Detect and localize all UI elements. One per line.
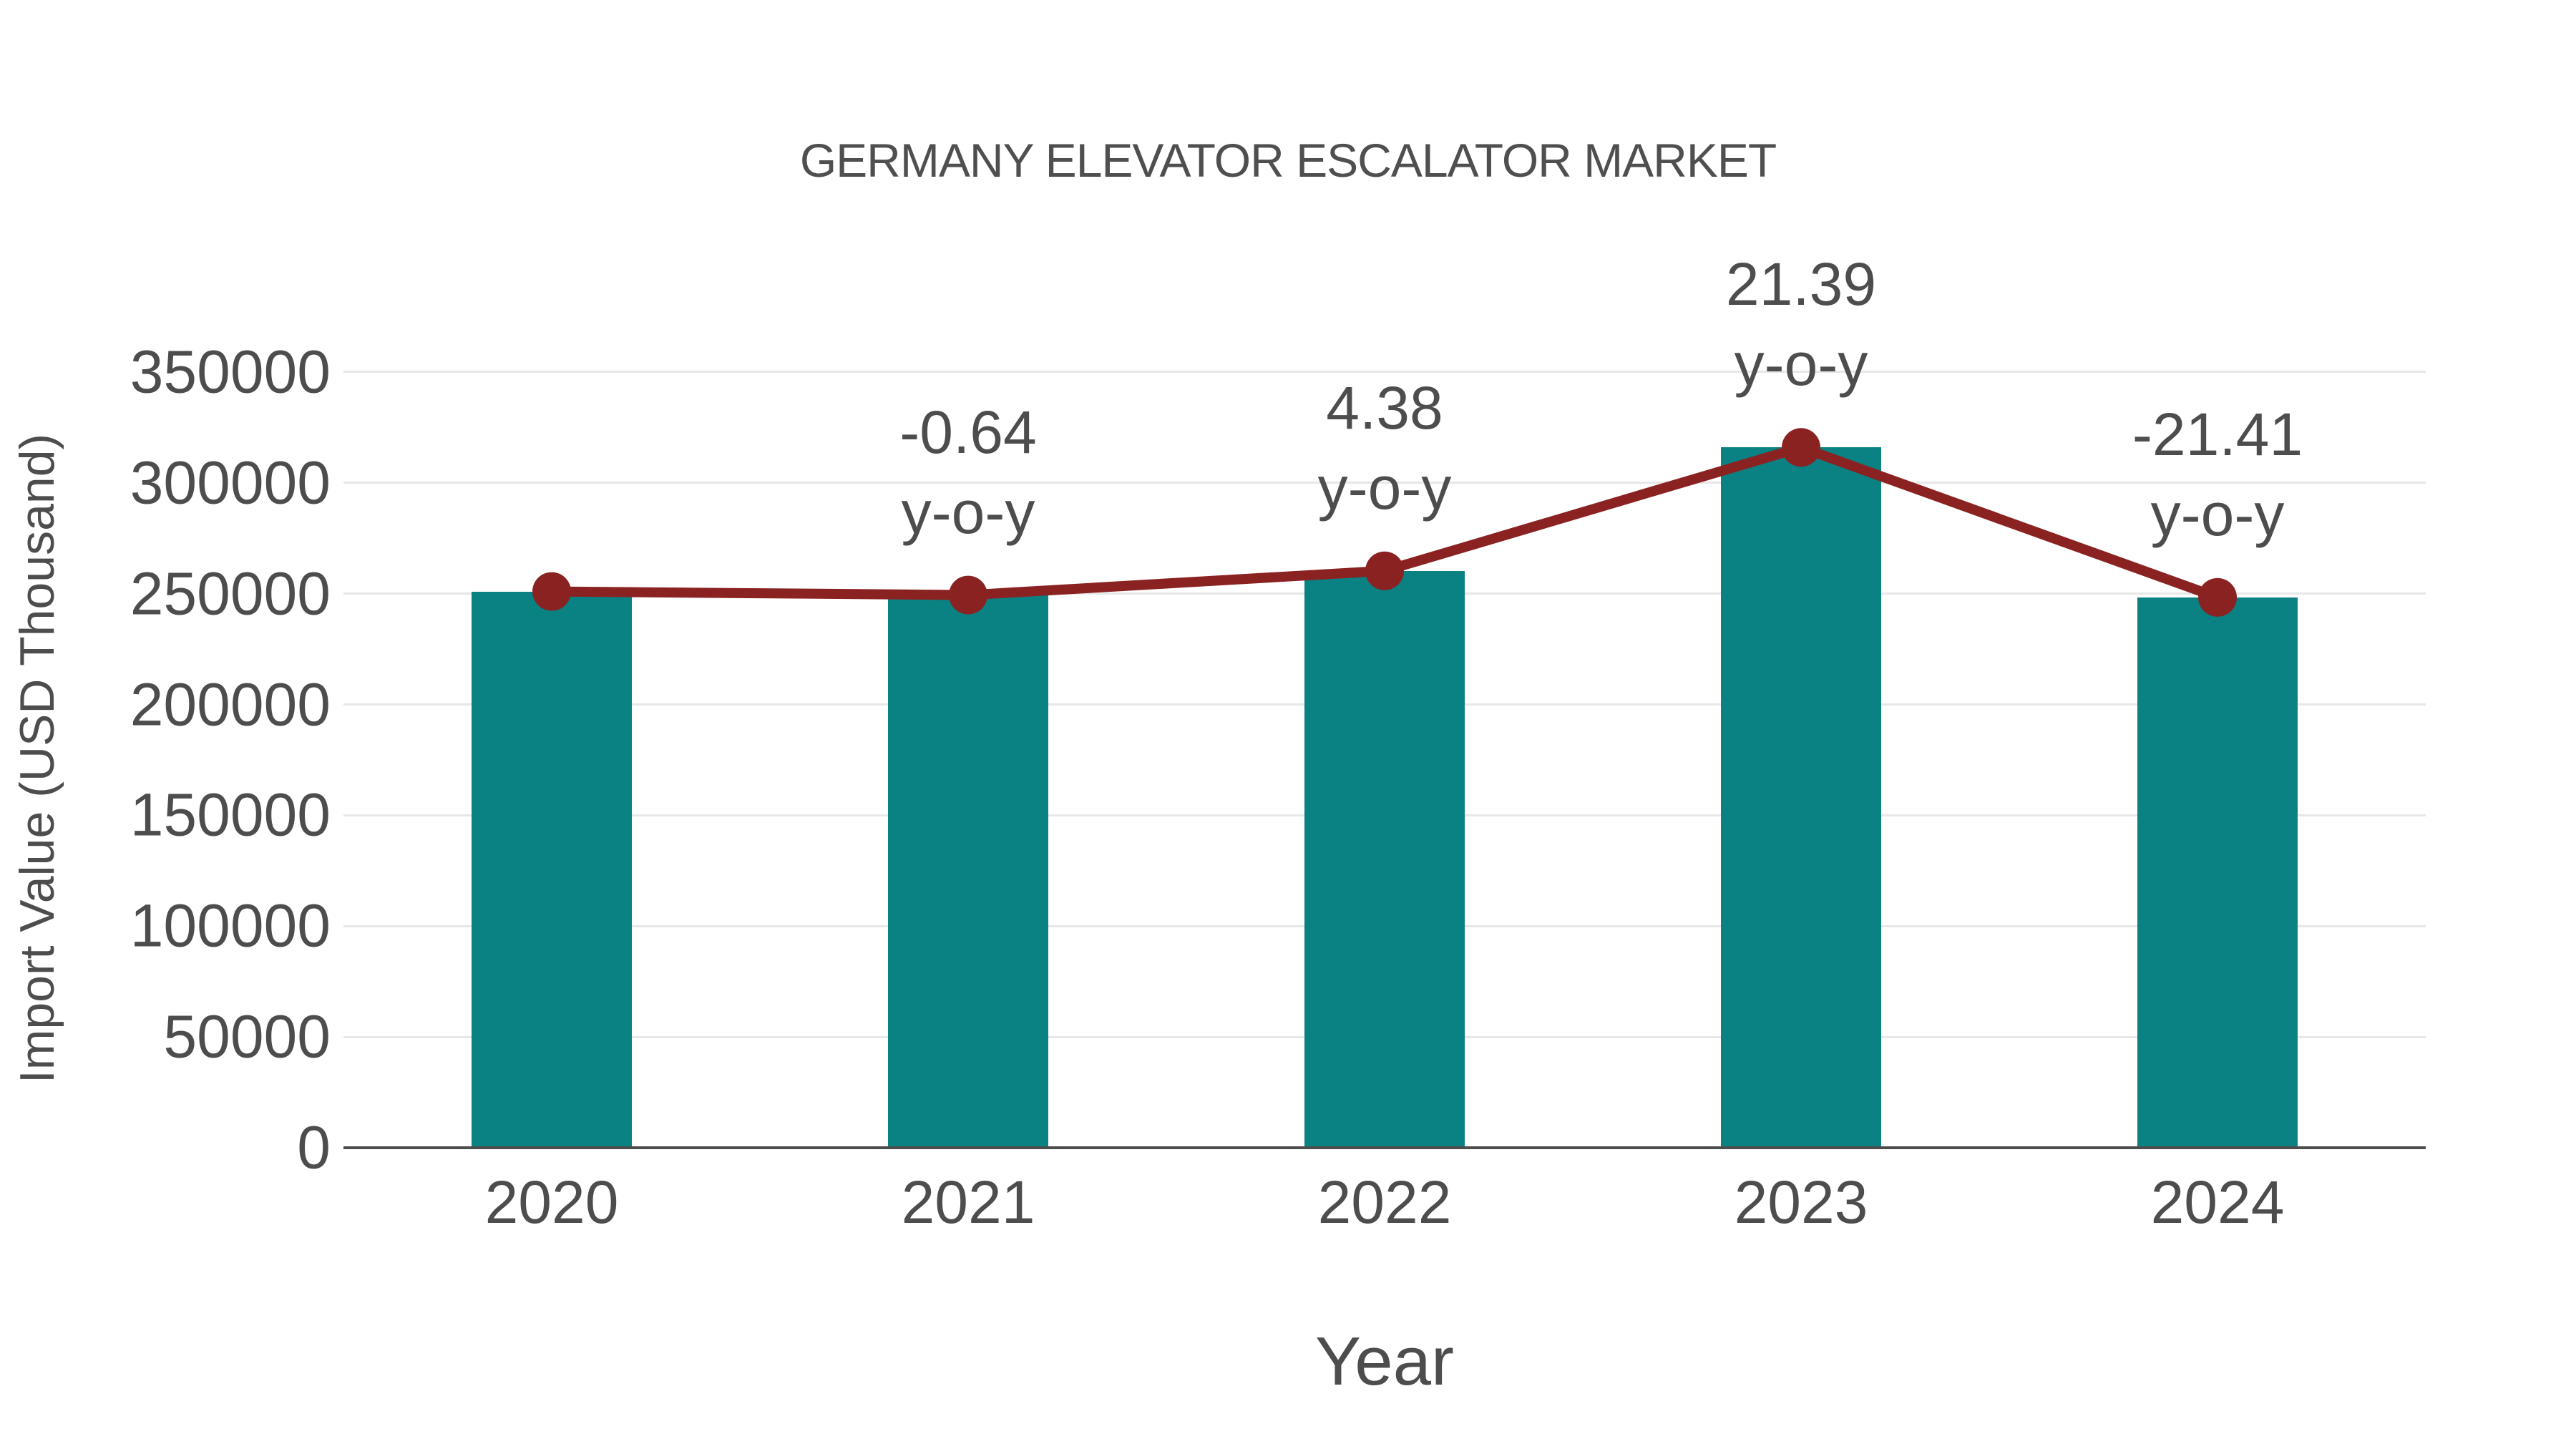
annotation-unit-2023: y-o-y <box>1734 331 1868 399</box>
annotation-unit-2022: y-o-y <box>1317 454 1452 522</box>
annotation-value-2021: -0.64 <box>899 398 1037 466</box>
y-tick-label-300000: 300000 <box>130 449 331 517</box>
x-tick-label-2021: 2021 <box>901 1169 1035 1236</box>
annotation-unit-2021: y-o-y <box>901 478 1035 546</box>
bar-2022 <box>1304 570 1465 1148</box>
chart-title: GERMANY ELEVATOR ESCALATOR MARKET <box>799 134 1777 187</box>
y-tick-label-150000: 150000 <box>130 781 331 849</box>
annotation-2022: 4.38 y-o-y <box>1318 368 1452 528</box>
bar-2021 <box>888 595 1048 1148</box>
gridline-350000 <box>343 371 2426 374</box>
annotation-2021: -0.64 y-o-y <box>899 392 1036 552</box>
y-tick-label-250000: 250000 <box>130 560 331 628</box>
annotation-unit-2024: y-o-y <box>2150 480 2285 548</box>
annotation-value-2022: 4.38 <box>1326 374 1443 441</box>
x-axis-line <box>343 1146 2426 1149</box>
annotation-value-2023: 21.39 <box>1725 250 1877 318</box>
line-point-2020 <box>532 572 571 611</box>
x-axis-title: Year <box>1315 1323 1454 1400</box>
x-tick-label-2024: 2024 <box>2150 1169 2285 1236</box>
x-tick-label-2022: 2022 <box>1317 1169 1452 1236</box>
annotation-2024: -21.41 y-o-y <box>2132 394 2303 555</box>
y-tick-label-350000: 350000 <box>130 338 331 406</box>
bar-2023 <box>1721 447 1881 1148</box>
bar-2024 <box>2137 597 2298 1148</box>
y-tick-label-0: 0 <box>297 1113 331 1181</box>
gridline-300000 <box>343 482 2426 484</box>
line-point-2024 <box>2198 577 2237 617</box>
x-tick-label-2023: 2023 <box>1734 1169 1868 1236</box>
bar-2020 <box>472 591 632 1148</box>
line-point-2021 <box>949 575 987 615</box>
y-tick-label-50000: 50000 <box>163 1002 331 1070</box>
y-tick-label-200000: 200000 <box>130 670 331 738</box>
annotation-value-2024: -21.41 <box>2132 400 2303 468</box>
x-tick-label-2020: 2020 <box>484 1169 619 1236</box>
y-tick-label-100000: 100000 <box>130 892 331 960</box>
line-point-2023 <box>1782 428 1820 467</box>
annotation-2023: 21.39 y-o-y <box>1726 244 1876 404</box>
line-point-2022 <box>1365 551 1404 590</box>
